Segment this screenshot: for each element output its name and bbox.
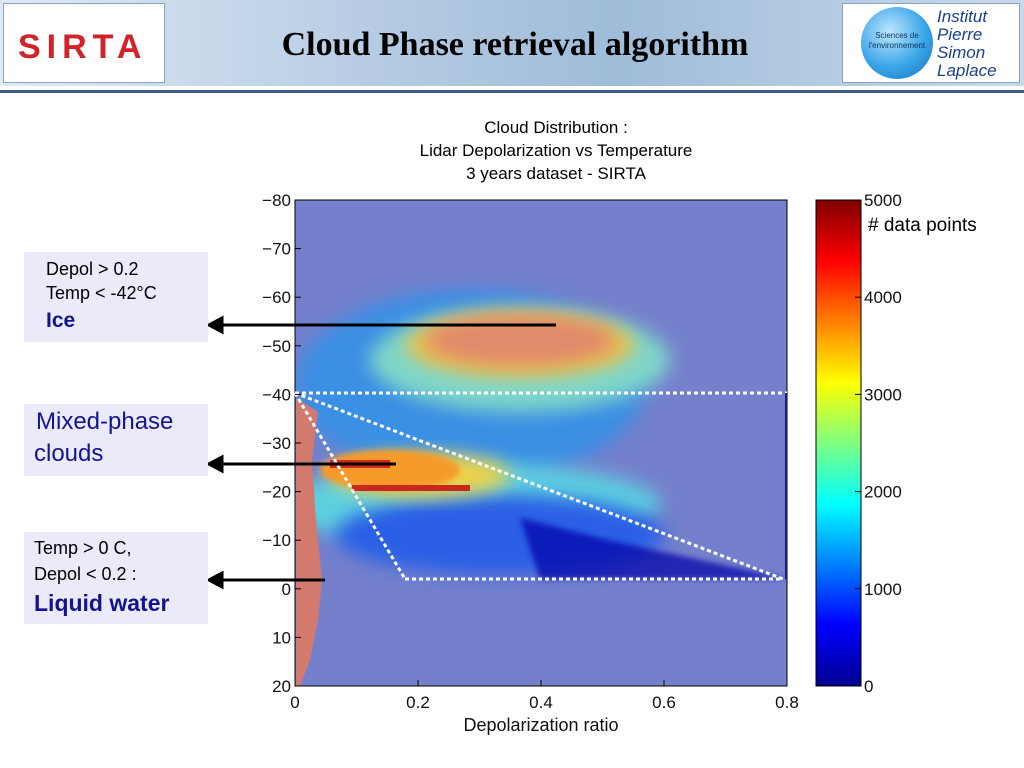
colorbar-tick-label: 3000	[864, 385, 902, 404]
ipsl-word-4: Laplace	[937, 61, 997, 80]
chart-title-line: Lidar Depolarization vs Temperature	[419, 141, 693, 160]
colorbar-label: # data points	[868, 215, 977, 236]
annotation-arrows	[205, 315, 556, 590]
y-tick-label: 20	[272, 677, 291, 696]
mixed-label-1: Mixed-phase	[36, 408, 174, 435]
x-tick-label: 0.2	[406, 693, 430, 712]
sirta-logo: SIRTA	[3, 3, 165, 83]
globe-text: Sciences de l'environnement	[868, 31, 926, 50]
ice-arrow-head	[205, 315, 224, 335]
liquid-condition-2: Depol < 0.2 :	[34, 564, 137, 584]
ice-condition-2: Temp < -42°C	[46, 283, 157, 303]
y-tick-label: −10	[262, 531, 291, 550]
colorbar-tick-label: 1000	[864, 580, 902, 599]
x-tick-label: 0	[290, 693, 299, 712]
mixed-label-2: clouds	[34, 440, 104, 467]
ice-label: Ice	[46, 309, 76, 332]
x-tick-label: 0.8	[775, 693, 799, 712]
ice-annotation: Depol > 0.2 Temp < -42°C Ice	[24, 252, 208, 342]
ipsl-word-3: Simon	[937, 43, 986, 62]
y-tick-label: −20	[262, 483, 291, 502]
mixed-upper-line	[294, 391, 784, 581]
colorbar-tick-label: 4000	[864, 288, 902, 307]
mixed-annotation: Mixed-phase clouds	[24, 404, 208, 476]
x-axis-label: Depolarization ratio	[463, 715, 618, 735]
mixed-streak	[352, 485, 470, 491]
chart-title-line: 3 years dataset - SIRTA	[466, 164, 646, 183]
liquid-condition-1: Temp > 0 C,	[34, 538, 132, 558]
y-tick-label: −30	[262, 434, 291, 453]
colorbar-tick-label: 0	[864, 677, 873, 696]
phase-boundaries	[293, 391, 787, 581]
ipsl-word-1: Institut	[937, 7, 988, 26]
y-axis: −80 −70 −60 −50 −40 −30 −20 −10 0 10 20	[262, 191, 301, 696]
x-tick-label: 0.6	[652, 693, 676, 712]
mixed-left-line	[293, 392, 407, 580]
ice-core	[425, 314, 615, 366]
globe-icon: Sciences de l'environnement	[861, 7, 933, 79]
y-tick-label: −80	[262, 191, 291, 210]
y-tick-label: −40	[262, 385, 291, 404]
colorbar	[815, 199, 862, 687]
low-depol-column	[296, 398, 322, 686]
sirta-logo-text: SIRTA	[18, 28, 148, 66]
x-tick-label: 0.4	[529, 693, 553, 712]
liquid-annotation: Temp > 0 C, Depol < 0.2 : Liquid water	[24, 532, 208, 624]
y-tick-label: −70	[262, 240, 291, 259]
y-tick-label: −50	[262, 337, 291, 356]
header-divider	[0, 90, 1024, 93]
x-axis: 0 0.2 0.4 0.6 0.8	[290, 680, 799, 712]
mixed-arrow-head	[205, 454, 224, 474]
low-count-wedge	[520, 518, 787, 579]
liquid-label: Liquid water	[34, 590, 170, 616]
y-tick-label: 10	[272, 628, 291, 647]
ipsl-word-2: Pierre	[937, 25, 983, 44]
ice-condition-1: Depol > 0.2	[46, 259, 139, 279]
colorbar-ticks: 5000 4000 3000 2000 1000 0	[855, 191, 902, 696]
y-tick-label: −60	[262, 288, 291, 307]
chart-title-line: Cloud Distribution :	[484, 118, 628, 137]
page-title: Cloud Phase retrieval algorithm	[281, 26, 749, 63]
colorbar-tick-label: 5000	[864, 191, 902, 210]
liquid-arrow-head	[205, 570, 224, 590]
y-tick-label: 0	[282, 580, 291, 599]
chart-title: Cloud Distribution : Lidar Depolarizatio…	[340, 116, 772, 185]
colorbar-tick-label: 2000	[864, 483, 902, 502]
ipsl-logo: Sciences de l'environnement Institut Pie…	[842, 3, 1020, 83]
mixed-mid	[320, 450, 460, 490]
